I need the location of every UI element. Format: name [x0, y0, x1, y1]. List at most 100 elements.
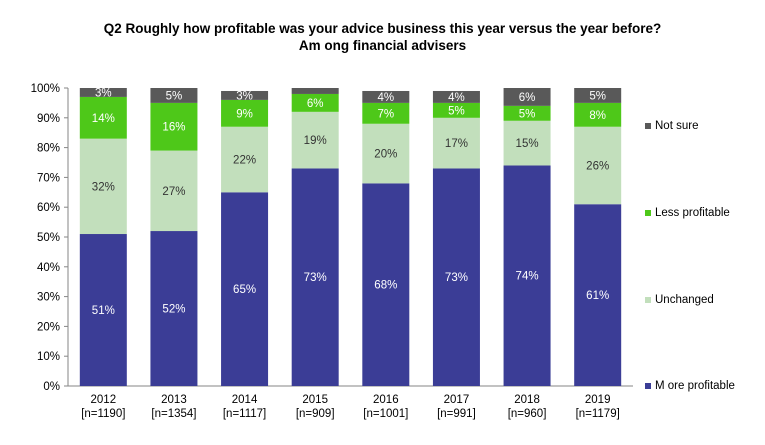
data-label: 7%: [378, 108, 395, 120]
data-label: 4%: [448, 92, 465, 104]
data-label: 5%: [448, 105, 465, 117]
bar-segment-m-ore-profitable: [221, 192, 269, 386]
bar-segment-less-profitable: [574, 102, 622, 127]
data-label: 51%: [92, 305, 115, 317]
bar-segment-m-ore-profitable: [291, 168, 339, 386]
data-label: 14%: [92, 113, 115, 125]
x-tick-label: 2012: [91, 394, 117, 406]
bar-segment-m-ore-profitable: [574, 204, 622, 386]
y-tick-label: 70%: [37, 172, 60, 184]
data-label: 74%: [516, 271, 539, 283]
data-label: 16%: [162, 122, 185, 134]
chart-subtitle: Am ong financial advisers: [298, 38, 467, 53]
data-label: 68%: [374, 280, 397, 292]
bar-segment-m-ore-profitable: [503, 165, 551, 386]
legend-label: Less profitable: [655, 207, 730, 219]
bar-segment-unchanged: [79, 138, 127, 235]
data-label: 61%: [586, 290, 609, 302]
data-label: 6%: [519, 92, 536, 104]
data-label: 73%: [445, 272, 468, 284]
data-label: 27%: [162, 186, 185, 198]
x-tick-label: 2018: [514, 394, 540, 406]
data-label: 26%: [586, 160, 609, 172]
bar-segment-not-sure: [503, 88, 551, 106]
data-label: 3%: [236, 90, 253, 102]
x-tick-label: 2019: [585, 394, 611, 406]
x-tick-sublabel: [n=909]: [296, 408, 335, 420]
data-label: 15%: [516, 138, 539, 150]
data-label: 73%: [304, 272, 327, 284]
legend-label: Not sure: [655, 120, 698, 132]
x-tick-label: 2015: [302, 394, 328, 406]
y-tick-label: 30%: [37, 292, 60, 304]
legend-label: Unchanged: [655, 294, 714, 306]
bar-segment-m-ore-profitable: [362, 183, 410, 386]
data-label: 17%: [445, 138, 468, 150]
bar-segment-less-profitable: [432, 102, 480, 118]
y-tick-label: 10%: [37, 351, 60, 363]
bar-segment-less-profitable: [79, 96, 127, 139]
data-label: 5%: [166, 90, 183, 102]
bar-segment-unchanged: [432, 117, 480, 169]
data-label: 4%: [378, 92, 395, 104]
bar-segment-unchanged: [362, 123, 410, 184]
bar-segment-not-sure: [574, 88, 622, 103]
data-label: 5%: [589, 90, 606, 102]
y-tick-label: 50%: [37, 232, 60, 244]
data-label: 22%: [233, 155, 256, 167]
legend-swatch: [645, 383, 651, 389]
legend-swatch: [645, 210, 651, 216]
y-tick-label: 90%: [37, 113, 60, 125]
bar-segment-less-profitable: [503, 105, 551, 121]
data-label: 19%: [304, 135, 327, 147]
bar-segment-unchanged: [503, 120, 551, 166]
data-label: 52%: [162, 304, 185, 316]
bar-segment-m-ore-profitable: [432, 168, 480, 386]
data-label: 65%: [233, 284, 256, 296]
bar-segment-less-profitable: [362, 102, 410, 124]
x-tick-label: 2017: [444, 394, 470, 406]
x-tick-sublabel: [n=1354]: [151, 408, 196, 420]
legend-swatch: [645, 123, 651, 129]
y-tick-label: 60%: [37, 202, 60, 214]
x-tick-label: 2014: [232, 394, 258, 406]
bar-segment-unchanged: [150, 150, 198, 232]
y-tick-label: 100%: [31, 83, 60, 95]
data-label: 8%: [589, 110, 606, 122]
x-tick-sublabel: [n=1190]: [81, 408, 125, 420]
bar-segment-unchanged: [574, 126, 622, 205]
data-label: 6%: [307, 98, 324, 110]
x-tick-sublabel: [n=1001]: [363, 408, 408, 420]
y-tick-label: 80%: [37, 143, 60, 155]
bar-segment-less-profitable: [291, 93, 339, 112]
y-tick-label: 0%: [43, 381, 60, 393]
x-tick-sublabel: [n=991]: [437, 408, 476, 420]
bar-segment-not-sure: [362, 90, 410, 103]
bar-segment-not-sure: [79, 88, 127, 97]
bar-segment-unchanged: [291, 111, 339, 169]
legend-swatch: [645, 297, 651, 303]
bar-segment-less-profitable: [150, 102, 198, 151]
x-tick-sublabel: [n=960]: [508, 408, 547, 420]
x-tick-label: 2013: [161, 394, 187, 406]
bar-segment-unchanged: [221, 126, 269, 193]
chart-title: Q2 Roughly how profitable was your advic…: [103, 21, 662, 36]
legend-label: M ore profitable: [655, 380, 735, 392]
bar-segment-not-sure: [291, 88, 339, 94]
bar-segment-not-sure: [221, 90, 269, 100]
bar-segment-m-ore-profitable: [79, 234, 127, 386]
x-tick-sublabel: [n=1179]: [576, 408, 620, 420]
data-label: 9%: [236, 108, 253, 120]
y-tick-label: 40%: [37, 262, 60, 274]
data-label: 20%: [374, 149, 397, 161]
y-tick-label: 20%: [37, 321, 60, 333]
bar-segment-not-sure: [432, 90, 480, 103]
x-tick-label: 2016: [373, 394, 399, 406]
bar-segment-not-sure: [150, 88, 198, 103]
data-label: 3%: [95, 87, 112, 99]
bar-segment-m-ore-profitable: [150, 231, 198, 386]
data-label: 32%: [92, 181, 115, 193]
x-tick-sublabel: [n=1117]: [223, 408, 266, 420]
data-label: 5%: [519, 108, 536, 120]
